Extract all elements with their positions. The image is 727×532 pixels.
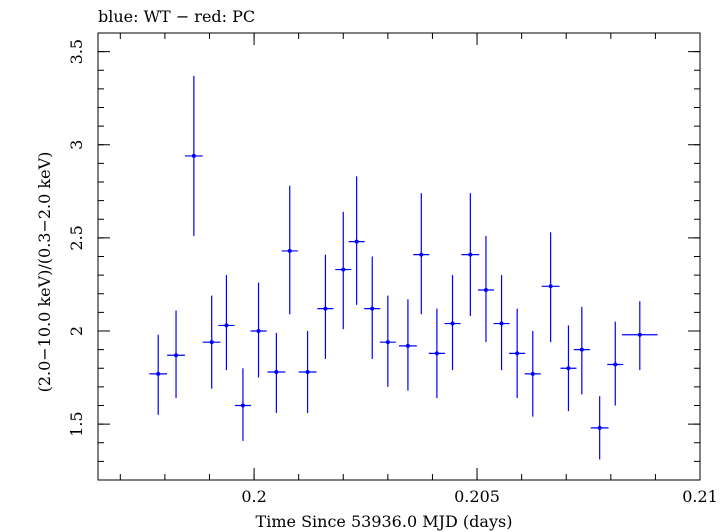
data-point — [444, 275, 461, 371]
data-point — [250, 282, 267, 378]
data-marker — [597, 425, 602, 430]
data-point — [335, 211, 352, 330]
data-marker — [305, 369, 310, 374]
data-point — [364, 256, 381, 359]
data-point — [493, 275, 510, 371]
data-point — [621, 301, 658, 371]
y-tick-label: 3.5 — [67, 39, 86, 64]
data-point — [218, 275, 235, 371]
data-marker — [370, 306, 375, 311]
data-point — [509, 308, 526, 399]
data-marker — [483, 288, 488, 293]
data-marker — [323, 306, 328, 311]
axis-ticks: 0.2 0.205 0.21 1.5 2 2.5 3 3.5 — [67, 32, 718, 506]
data-marker — [579, 347, 584, 352]
data-point — [477, 236, 494, 343]
data-point — [573, 306, 590, 395]
data-marker — [274, 369, 279, 374]
data-point — [590, 396, 609, 460]
data-point — [234, 368, 251, 441]
data-marker — [515, 351, 520, 356]
data-point — [348, 176, 365, 305]
data-point — [428, 308, 445, 399]
data-marker — [174, 353, 179, 358]
data-marker — [405, 343, 410, 348]
x-axis-label: Time Since 53936.0 MJD (days) — [256, 512, 513, 531]
data-points — [149, 75, 658, 460]
data-point — [379, 295, 396, 387]
data-marker — [341, 267, 346, 272]
data-point — [461, 193, 480, 317]
x-tick-label: 0.205 — [454, 487, 500, 506]
data-point — [184, 75, 203, 237]
data-marker — [385, 340, 390, 345]
data-point — [607, 321, 624, 406]
data-point — [167, 310, 185, 399]
data-marker — [419, 252, 424, 257]
plot-frame — [97, 32, 701, 481]
data-point — [267, 332, 286, 413]
data-point — [560, 325, 577, 412]
data-point — [317, 254, 334, 359]
data-point — [399, 299, 417, 391]
data-point — [298, 331, 317, 413]
data-marker — [224, 323, 229, 328]
y-tick-label: 2.5 — [67, 225, 86, 250]
data-point — [524, 331, 541, 417]
data-point — [413, 193, 430, 315]
data-marker — [156, 371, 161, 376]
data-marker — [434, 351, 439, 356]
y-axis-label: (2.0−10.0 keV)/(0.3−2.0 keV) — [35, 152, 54, 393]
data-marker — [548, 284, 553, 289]
data-point — [541, 232, 560, 343]
data-marker — [530, 371, 535, 376]
y-tick-label: 3 — [67, 140, 86, 150]
data-point — [202, 295, 221, 389]
chart-title: blue: WT − red: PC — [98, 7, 255, 26]
data-marker — [566, 366, 571, 371]
data-marker — [240, 403, 245, 408]
x-tick-label: 0.21 — [682, 487, 718, 506]
data-marker — [191, 153, 196, 158]
data-marker — [209, 340, 214, 345]
y-tick-label: 1.5 — [67, 411, 86, 436]
data-marker — [468, 252, 473, 257]
data-marker — [499, 321, 504, 326]
data-marker — [256, 329, 261, 333]
x-tick-label: 0.2 — [241, 487, 266, 506]
data-marker — [613, 362, 618, 367]
y-tick-label: 2 — [67, 326, 86, 336]
data-marker — [287, 248, 292, 253]
data-marker — [637, 332, 642, 337]
data-marker — [354, 239, 359, 244]
data-point — [281, 185, 298, 315]
data-marker — [450, 321, 455, 326]
data-point — [149, 334, 168, 415]
